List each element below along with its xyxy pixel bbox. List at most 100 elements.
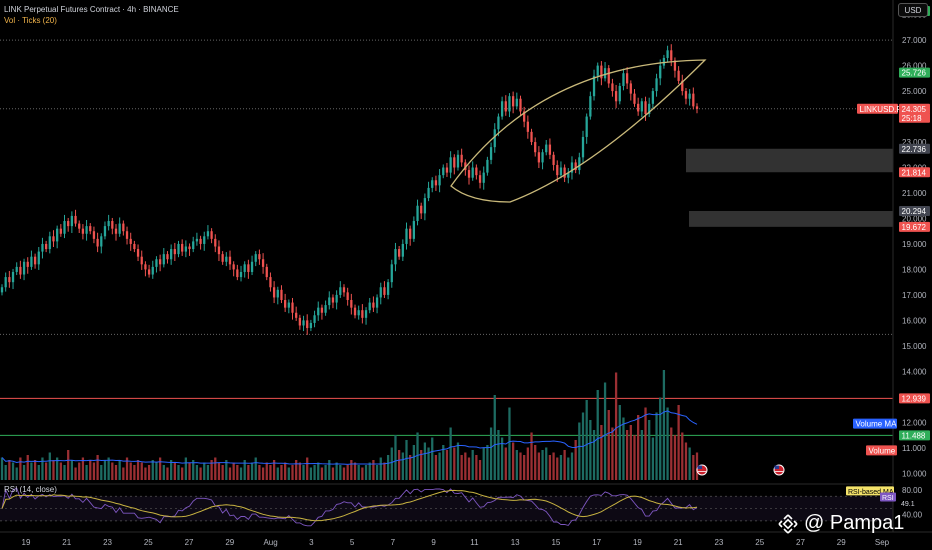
volume-bar [541, 450, 544, 480]
candle-body [258, 254, 261, 260]
volume-bar [600, 425, 603, 480]
volume-bar [284, 462, 287, 480]
candle-body [442, 167, 445, 176]
price-tick-label: 26.000 [902, 62, 927, 71]
price-axis[interactable]: 28.00027.00026.00025.00024.00023.00022.0… [892, 0, 932, 532]
candle [328, 291, 331, 310]
price-tick-label: 23.000 [902, 138, 927, 147]
rsi-label-background [880, 492, 896, 502]
candle-body [596, 65, 599, 76]
candle-body [386, 282, 390, 295]
candle [383, 281, 386, 298]
candle [460, 148, 463, 167]
candle [206, 225, 210, 240]
time-axis[interactable]: 19 21 23 25 27 29 Aug 3 5 7 9 11 13 15 17 19 21 23 25 27 29 S… [0, 531, 932, 547]
candle-body [331, 297, 335, 303]
candle-body [578, 157, 581, 171]
volume-bar [295, 460, 298, 480]
candle [445, 162, 449, 177]
volume-bar [614, 372, 618, 480]
candle-body [74, 215, 77, 224]
candle [250, 255, 254, 276]
price-label-text: 24.305 [902, 105, 927, 114]
volume-bar [210, 460, 213, 480]
volume-bar [111, 462, 114, 480]
candle [453, 154, 456, 175]
candle [659, 59, 662, 86]
candle-body [526, 121, 529, 132]
candle [434, 175, 438, 191]
candle-body [166, 254, 169, 260]
volume-bar [328, 460, 331, 480]
candle [309, 319, 313, 332]
candle [320, 304, 324, 320]
rsi-label-text: 49.1 [901, 501, 915, 508]
candle-body [592, 75, 596, 97]
candle [11, 268, 15, 290]
candle [221, 251, 224, 265]
ellipse-pattern-drawing[interactable] [450, 59, 707, 203]
time-tick-label: 13 [511, 538, 520, 547]
candle-body [37, 251, 40, 265]
candle [247, 259, 250, 279]
candle [30, 250, 33, 270]
volume-ma-path [1, 410, 698, 465]
candle-body [423, 198, 427, 214]
volume-bar [692, 455, 695, 480]
time-tick-label: 15 [551, 538, 560, 547]
volume-bar [523, 455, 526, 480]
candle [493, 123, 496, 153]
symbol-title[interactable]: LINK Perpetual Futures Contract · 4h · B… [4, 5, 179, 14]
candle-body [504, 101, 507, 112]
volume-bar [545, 447, 548, 480]
candle-body [192, 241, 195, 250]
candle [276, 286, 279, 305]
candle-body [320, 307, 324, 313]
volume-bar [659, 397, 662, 480]
candle-body [545, 144, 548, 153]
volume-bar [637, 415, 640, 480]
volume-bar [269, 465, 272, 480]
volume-bar [298, 462, 301, 480]
time-tick-label: 3 [309, 538, 314, 547]
candle-body [284, 300, 287, 308]
volume-bar [534, 445, 537, 480]
volume-bar [4, 465, 7, 480]
currency-button[interactable]: USD [898, 3, 928, 17]
candle [335, 290, 338, 310]
volume-bar [548, 455, 552, 480]
volume-indicator-title[interactable]: Vol · Ticks (20) [4, 16, 57, 25]
candle-body [136, 249, 140, 257]
volume-bar [70, 460, 74, 480]
volume-bar [85, 465, 88, 480]
volume-bar [578, 422, 581, 480]
candle-body [688, 93, 691, 99]
volume-bar [221, 465, 224, 480]
candle [530, 128, 533, 146]
candle-body [15, 266, 18, 272]
volume-bar [655, 412, 658, 480]
candle-body [33, 256, 37, 265]
candle [368, 297, 371, 314]
rsi-ma-line [1, 489, 698, 522]
candle-body [247, 264, 250, 272]
volume-bar [629, 425, 632, 480]
price-tick-label: 16.000 [902, 316, 927, 325]
candle-body [552, 154, 555, 165]
volume-bar [666, 407, 669, 480]
price-label-text: 25.726 [902, 69, 927, 78]
candle-body [471, 167, 474, 178]
candle [449, 151, 452, 179]
candle [236, 264, 239, 281]
watermark-text: @ Pampa1 [804, 512, 905, 534]
volume-bar [239, 467, 243, 480]
event-markers[interactable] [696, 464, 785, 476]
price-tick-label: 14.000 [902, 367, 927, 376]
candle [33, 253, 37, 269]
volume-bar [368, 462, 371, 480]
candle [129, 232, 132, 251]
candle [324, 300, 327, 316]
volume-bar [133, 465, 136, 480]
volume-bar [272, 460, 276, 480]
